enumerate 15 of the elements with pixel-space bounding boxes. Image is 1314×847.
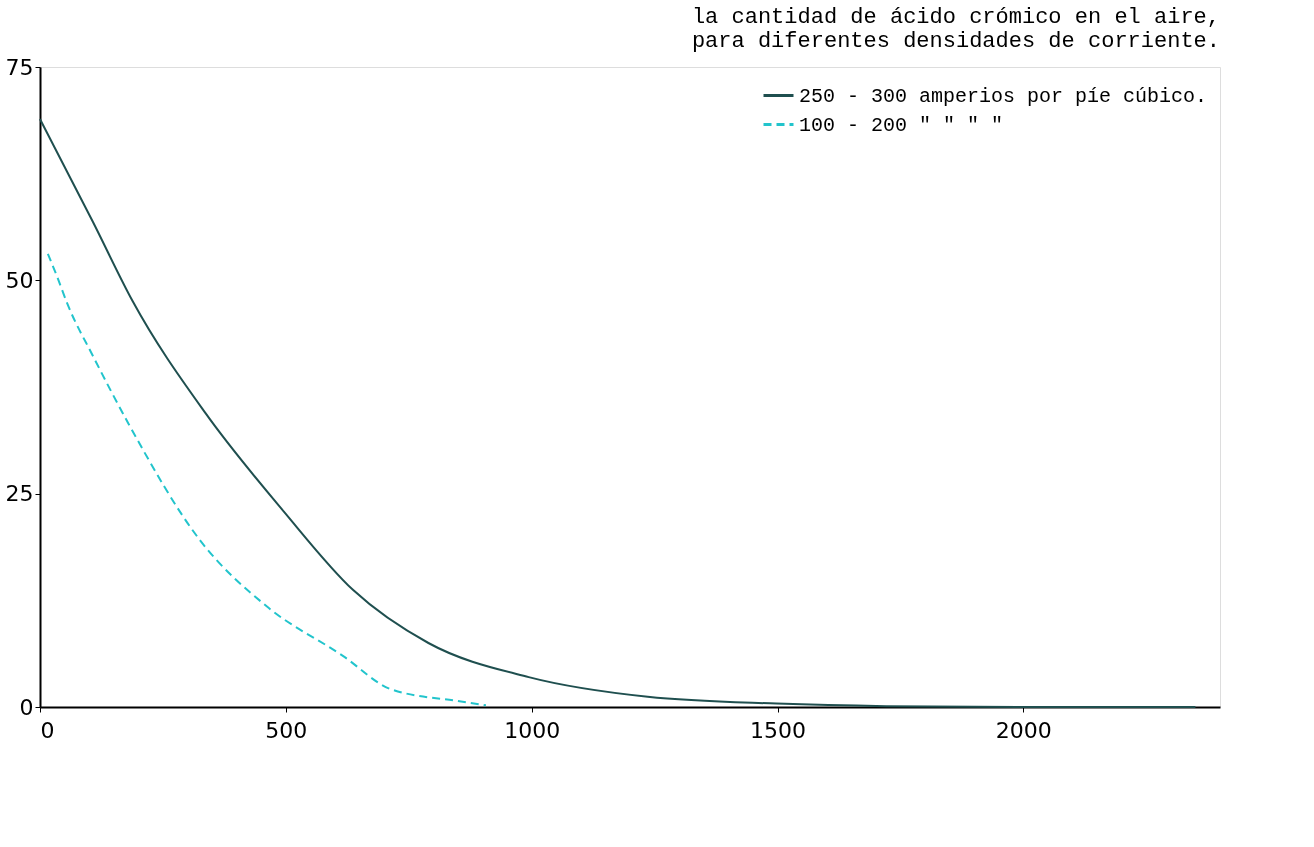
line-series	[39, 118, 1197, 708]
x-tick-label: 0	[40, 717, 55, 743]
x-tick-label: 1500	[750, 717, 806, 743]
line-series	[46, 252, 487, 707]
x-tick-label: 2000	[995, 717, 1052, 743]
legend-label: 250 - 300 amperios por píe cúbico.	[799, 84, 1208, 108]
y-tick-label: 75	[5, 54, 34, 80]
y-tick-label: 50	[5, 267, 34, 293]
text: la cantidad de ácido crómico en el aire,	[691, 5, 1220, 30]
y-tick-label: 0	[19, 694, 34, 720]
x-tick-label: 500	[265, 717, 308, 743]
legend-label: 100 - 200 " " " "	[799, 113, 1004, 137]
y-tick-label: 25	[5, 481, 34, 507]
x-tick-label: 1000	[504, 717, 561, 743]
text: para diferentes densidades de corriente.	[691, 29, 1220, 54]
